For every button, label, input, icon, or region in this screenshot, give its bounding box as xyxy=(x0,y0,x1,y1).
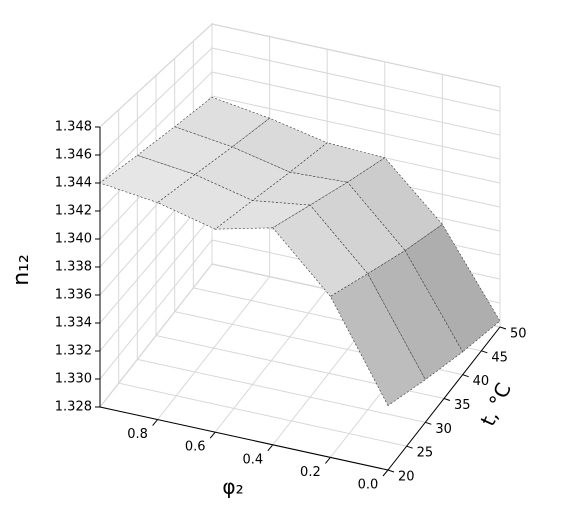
z-tick-label: 1.346 xyxy=(55,148,92,163)
grid-line xyxy=(99,263,213,408)
z-tick-label: 1.348 xyxy=(55,120,92,135)
y-tick-label: 20 xyxy=(398,470,415,485)
y-tick xyxy=(499,326,507,330)
grid-line xyxy=(137,358,426,423)
x-tick xyxy=(209,431,216,439)
grid-line xyxy=(99,239,213,380)
z-tick-label: 1.328 xyxy=(55,400,92,415)
y-tick-label: 25 xyxy=(417,446,434,461)
surface-patch xyxy=(330,273,426,407)
grid-line xyxy=(99,47,213,156)
y-tick-label: 50 xyxy=(510,327,527,342)
y-tick xyxy=(387,469,395,473)
grid-line xyxy=(211,71,501,136)
z-tick-label: 1.338 xyxy=(55,260,92,275)
z-axis-label: n₁₂ xyxy=(9,254,34,286)
z-tick-label: 1.336 xyxy=(55,288,92,303)
surface-patch xyxy=(214,200,312,230)
x-tick xyxy=(267,444,274,452)
y-tick xyxy=(443,398,451,401)
x-tick-label: 0.8 xyxy=(127,427,148,442)
x-axis-label: φ₂ xyxy=(222,475,243,499)
x-tick-label: 0.0 xyxy=(358,478,379,493)
x-tick-label: 0.4 xyxy=(242,452,263,467)
surface-patch xyxy=(99,154,196,203)
grid-line xyxy=(211,23,501,88)
x-tick xyxy=(152,419,158,426)
grid-line xyxy=(211,47,501,112)
z-tick-label: 1.340 xyxy=(55,232,92,247)
x-axis-line xyxy=(99,406,389,471)
y-tick-label: 30 xyxy=(435,422,452,437)
grid-line xyxy=(99,215,213,352)
z-tick-label: 1.342 xyxy=(55,204,92,219)
y-tick xyxy=(481,350,488,354)
surface-patch xyxy=(251,171,349,206)
y-tick-label: 40 xyxy=(473,374,490,389)
y-tick-label: 45 xyxy=(491,350,508,365)
z-tick-label: 1.344 xyxy=(55,176,92,191)
y-tick xyxy=(425,421,432,425)
surface-patch xyxy=(367,250,464,381)
y-axis-line xyxy=(387,326,501,471)
grid-line xyxy=(211,95,501,160)
z-tick-label: 1.334 xyxy=(55,316,92,331)
z-tick-label: 1.332 xyxy=(55,344,92,359)
grid-line xyxy=(99,71,213,184)
x-tick-label: 0.2 xyxy=(300,465,321,480)
y-tick xyxy=(462,374,469,378)
y-tick-label: 35 xyxy=(454,398,471,413)
y-tick xyxy=(406,445,413,449)
z-tick-label: 1.330 xyxy=(55,372,92,387)
x-tick xyxy=(325,457,331,464)
grid-line xyxy=(118,382,407,447)
x-tick xyxy=(382,469,389,477)
x-tick-label: 0.6 xyxy=(185,440,206,455)
grid-line xyxy=(99,23,213,128)
